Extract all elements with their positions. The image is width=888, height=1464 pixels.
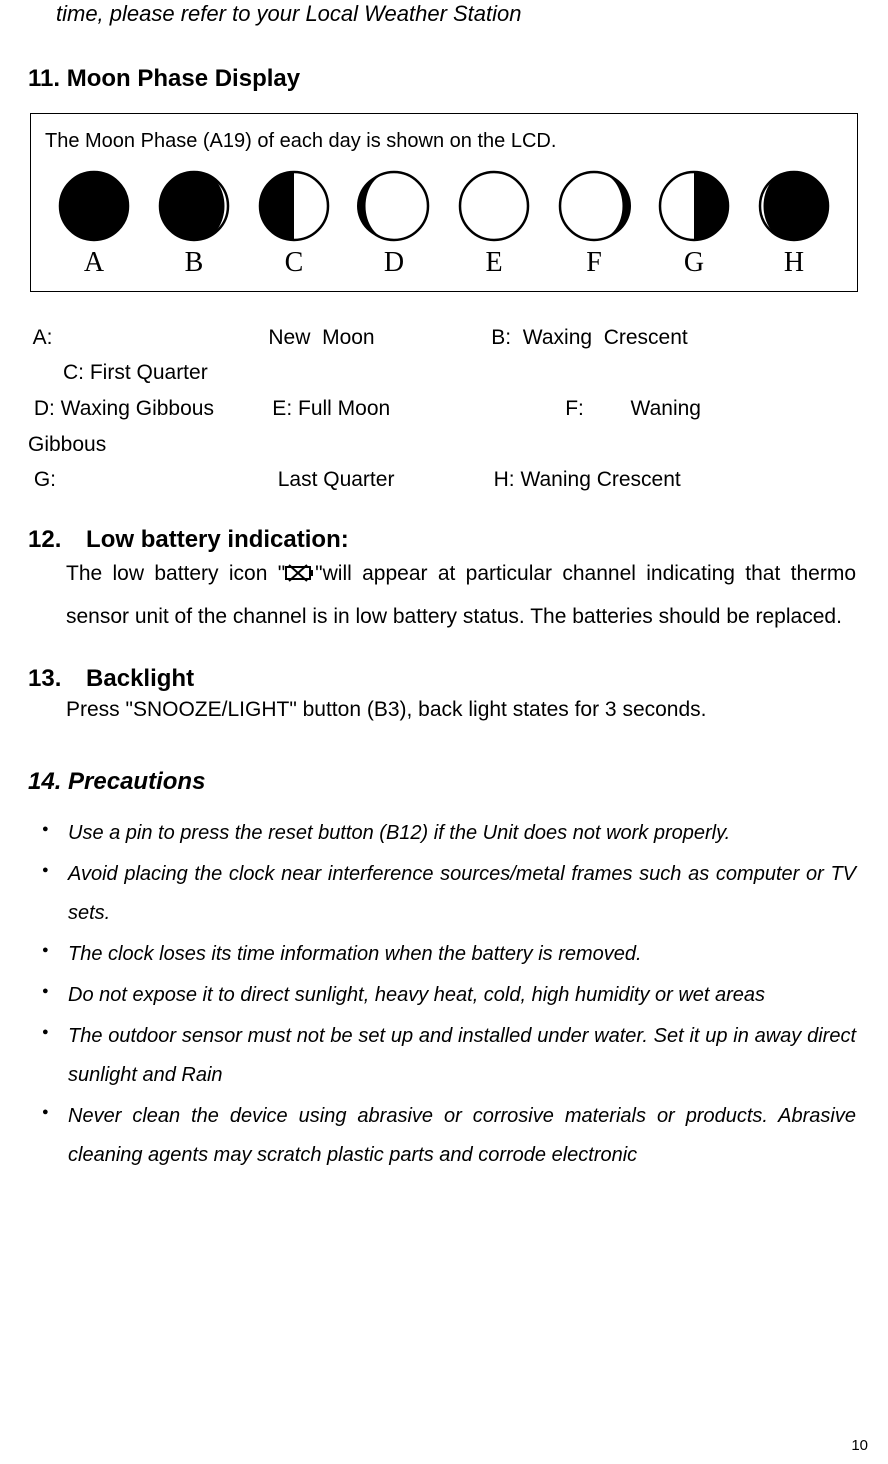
moon-phase-d: D bbox=[349, 167, 439, 279]
precaution-item: The clock loses its time information whe… bbox=[42, 935, 856, 974]
section-13-body: Press "SNOOZE/LIGHT" button (B3), back l… bbox=[28, 693, 860, 727]
moon-phase-g: G bbox=[649, 167, 739, 279]
moon-phase-h: H bbox=[749, 167, 839, 279]
low-battery-icon bbox=[285, 557, 315, 597]
document-page: time, please refer to your Local Weather… bbox=[0, 0, 888, 1464]
moon-phase-c: C bbox=[249, 167, 339, 279]
heading-text: Low battery indication: bbox=[86, 526, 349, 553]
heading-number: 13. bbox=[28, 665, 61, 692]
moon-letter: F bbox=[586, 247, 602, 279]
precaution-item: Never clean the device using abrasive or… bbox=[42, 1097, 856, 1175]
continued-text: time, please refer to your Local Weather… bbox=[28, 0, 860, 29]
moon-letter: B bbox=[185, 247, 204, 279]
precautions-list: Use a pin to press the reset button (B12… bbox=[28, 814, 860, 1175]
section-13-heading: 13. Backlight bbox=[28, 665, 860, 693]
precaution-item: Do not expose it to direct sunlight, hea… bbox=[42, 976, 856, 1015]
moon-phase-box: The Moon Phase (A19) of each day is show… bbox=[30, 113, 858, 292]
heading-text: Backlight bbox=[86, 665, 194, 692]
moon-box-caption: The Moon Phase (A19) of each day is show… bbox=[45, 130, 843, 153]
moon-phase-e: E bbox=[449, 167, 539, 279]
moon-letter: C bbox=[285, 247, 304, 279]
page-number: 10 bbox=[851, 1437, 868, 1454]
precaution-item: Avoid placing the clock near interferenc… bbox=[42, 855, 856, 933]
heading-number: 12. bbox=[28, 526, 61, 553]
section-14-heading: 14. Precautions bbox=[28, 768, 860, 796]
legend-line: C: First Quarter bbox=[28, 355, 860, 391]
legend-line: D: Waxing Gibbous E: Full Moon F: Waning bbox=[28, 391, 860, 427]
legend-line: Gibbous bbox=[28, 427, 860, 463]
moon-letter: D bbox=[384, 247, 404, 279]
moon-letter: A bbox=[84, 247, 104, 279]
section-12-body: The low battery icon ""will appear at pa… bbox=[28, 554, 860, 637]
moon-letter: E bbox=[485, 247, 502, 279]
body-text-a: The low battery icon " bbox=[66, 562, 285, 585]
legend-line: G: Last Quarter H: Waning Crescent bbox=[28, 462, 860, 498]
moon-letter: H bbox=[784, 247, 804, 279]
section-11-heading: 11. Moon Phase Display bbox=[28, 65, 860, 93]
moon-phase-row: A B C D E F G H bbox=[45, 167, 843, 279]
precaution-item: The outdoor sensor must not be set up an… bbox=[42, 1017, 856, 1095]
moon-phase-f: F bbox=[549, 167, 639, 279]
moon-phase-a: A bbox=[49, 167, 139, 279]
moon-phase-b: B bbox=[149, 167, 239, 279]
moon-legend: A: New Moon B: Waxing Crescent C: First … bbox=[28, 320, 860, 498]
moon-letter: G bbox=[684, 247, 704, 279]
legend-line: A: New Moon B: Waxing Crescent bbox=[28, 320, 860, 356]
section-12-heading: 12. Low battery indication: bbox=[28, 526, 860, 554]
precaution-item: Use a pin to press the reset button (B12… bbox=[42, 814, 856, 853]
